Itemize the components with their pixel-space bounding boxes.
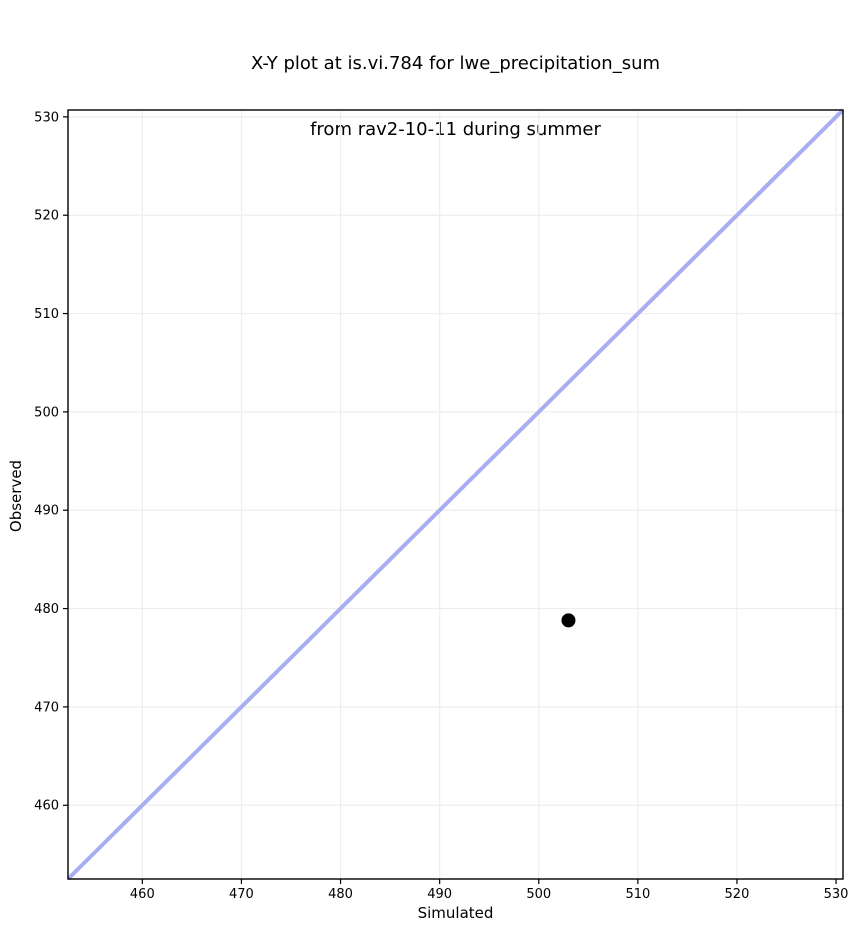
axes-frame bbox=[67, 109, 844, 880]
x-tick-label: 500 bbox=[526, 887, 551, 902]
x-tick-label: 460 bbox=[130, 887, 155, 902]
chart-title: X-Y plot at is.vi.784 for lwe_precipitat… bbox=[68, 9, 843, 185]
y-tick-label: 470 bbox=[34, 700, 59, 715]
y-axis-label: Observed bbox=[7, 459, 25, 533]
y-tick-label: 480 bbox=[34, 602, 59, 617]
x-tick-label: 490 bbox=[427, 887, 452, 902]
x-tick-label: 520 bbox=[725, 887, 750, 902]
chart-title-line1: X-Y plot at is.vi.784 for lwe_precipitat… bbox=[250, 53, 661, 74]
y-tick-label: 510 bbox=[34, 307, 59, 322]
x-tick-label: 480 bbox=[328, 887, 353, 902]
y-tick-label: 500 bbox=[34, 405, 59, 420]
data-point bbox=[561, 613, 576, 628]
x-tick-label: 530 bbox=[824, 887, 849, 902]
y-tick-label: 530 bbox=[34, 110, 59, 125]
y-tick-label: 490 bbox=[34, 504, 59, 519]
y-tick-label: 520 bbox=[34, 209, 59, 224]
x-axis-label: Simulated bbox=[417, 904, 494, 922]
chart-title-line2: from rav2-10-11 during summer bbox=[310, 119, 601, 140]
x-tick-label: 470 bbox=[229, 887, 254, 902]
identity-line bbox=[66, 108, 845, 881]
x-tick-label: 510 bbox=[625, 887, 650, 902]
y-tick-label: 460 bbox=[34, 799, 59, 814]
